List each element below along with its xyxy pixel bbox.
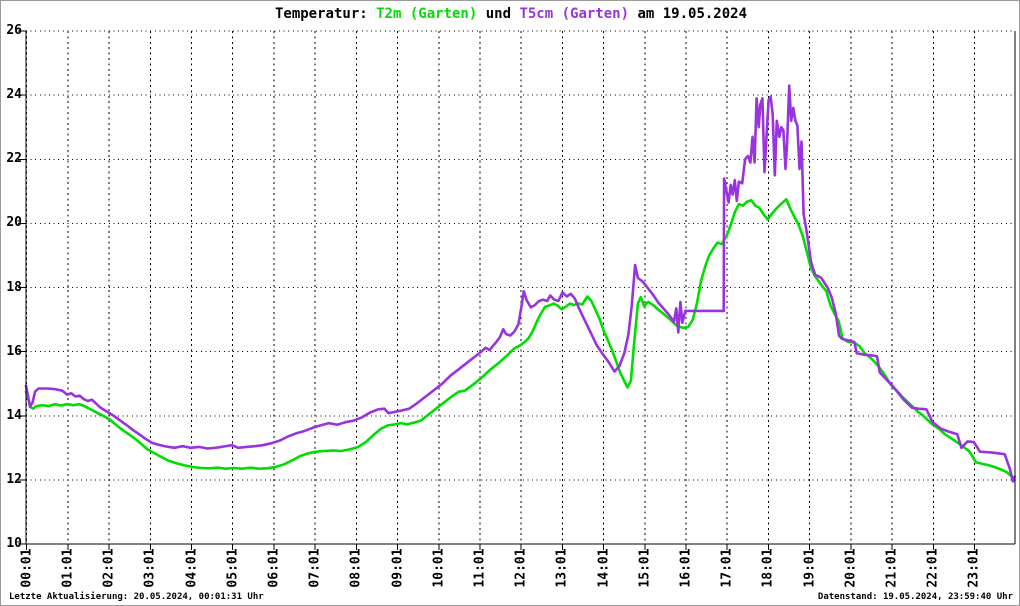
last-update-text: Letzte Aktualisierung: 20.05.2024, 00:01…	[9, 592, 264, 602]
title-conjunction: und	[477, 6, 520, 22]
data-state-text: Datenstand: 19.05.2024, 23:59:40 Uhr	[817, 592, 1013, 602]
t5cm-line	[24, 84, 1016, 483]
title-date: am 19.05.2024	[629, 6, 748, 22]
title-prefix: Temperatur:	[274, 6, 377, 22]
title-t2m-label: T2m (Garten)	[376, 6, 478, 22]
title-t5cm-label: T5cm (Garten)	[519, 6, 630, 22]
t2m-line	[24, 198, 1016, 482]
chart-title: Temperatur: T2m (Garten) und T5cm (Garte…	[1, 6, 1019, 22]
